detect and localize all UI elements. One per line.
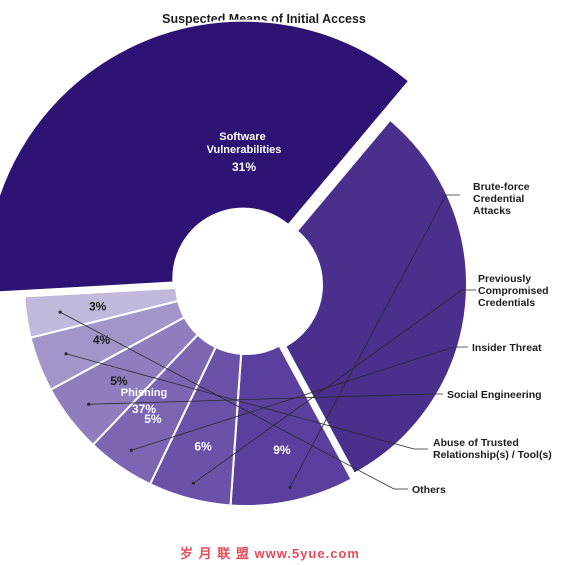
callout-line-brute-force (289, 194, 460, 488)
value-previously-compromised: 6% (194, 439, 212, 453)
callout-line-previously-compromised (193, 289, 476, 484)
label-software-vulnerabilities: Software Vulnerabilities (207, 131, 282, 156)
slice-software-vulnerabilities (283, 118, 468, 476)
value-phishing: 37% (132, 402, 156, 416)
slice-brute-force (229, 344, 353, 507)
callout-line-abuse-trusted (65, 353, 428, 450)
callout-line-others (59, 311, 408, 490)
value-social-engineering: 5% (110, 374, 128, 388)
slice-others (23, 286, 180, 339)
watermark: 岁 月 联 盟 www.5yue.com (180, 546, 360, 561)
callout-line-insider-threat (131, 346, 468, 451)
value-others: 3% (89, 299, 107, 313)
callout-insider-threat: Insider Threat (472, 342, 542, 354)
callout-previously-compromised: Previously Compromised Credentials (478, 273, 552, 309)
value-insider-threat: 5% (144, 412, 162, 426)
callout-brute-force: Brute-force Credential Attacks (473, 181, 533, 217)
callout-others: Others (412, 484, 446, 496)
slice-phishing (0, 19, 411, 294)
callout-abuse-trusted: Abuse of Trusted Relationship(s) / Tool(… (433, 437, 552, 461)
value-abuse-trusted: 4% (93, 333, 111, 347)
value-brute-force: 9% (273, 443, 291, 457)
label-phishing: Phishing (121, 387, 167, 399)
callout-line-social-engineering (88, 393, 443, 405)
callout-social-engineering: Social Engineering (447, 389, 542, 401)
value-software-vulnerabilities: 31% (232, 160, 256, 174)
